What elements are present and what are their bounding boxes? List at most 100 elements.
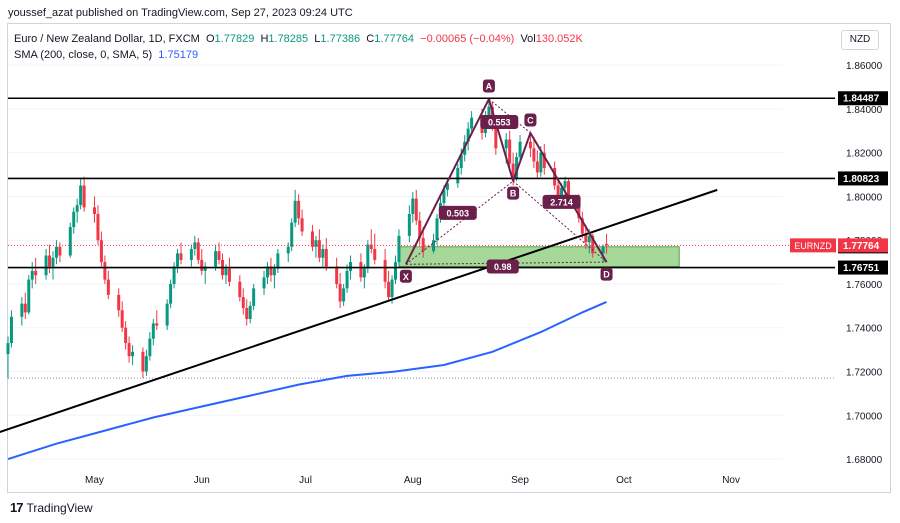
x-tick-label: Jun: [194, 475, 210, 486]
candle-body: [601, 246, 605, 254]
symbol-tag-box: [790, 238, 836, 253]
candle-body: [342, 288, 346, 302]
high-value: 1.78285: [268, 33, 309, 45]
pattern-point-label: B: [510, 189, 517, 199]
footer-brand: 17 TradingView: [10, 500, 93, 515]
open-value: 1.77829: [214, 33, 255, 45]
candle-body: [248, 305, 252, 319]
candle-body: [23, 303, 27, 313]
level-price-label: 1.84487: [843, 94, 880, 105]
candle-body: [34, 270, 38, 276]
candle-body: [148, 338, 152, 357]
ratio-label: 0.98: [494, 262, 512, 272]
candle-body: [58, 246, 62, 256]
candle-body: [591, 235, 595, 254]
high-label: H: [260, 33, 269, 45]
candle-body: [269, 266, 273, 276]
candle-body: [414, 198, 418, 221]
candle-body: [151, 323, 155, 339]
candle-body: [44, 255, 48, 276]
level-price-label: 1.80823: [843, 174, 880, 185]
x-tick-label: Sep: [511, 475, 529, 486]
currency-button[interactable]: NZD: [841, 30, 879, 50]
sma-label: SMA (200, close, 0, SMA, 5): [14, 49, 153, 61]
ratio-label: 0.553: [488, 118, 511, 128]
pattern-point-label: A: [486, 82, 493, 92]
candle-body: [535, 161, 539, 173]
ratio-label-box: [486, 259, 519, 274]
candle-body: [155, 323, 159, 326]
candle-body: [203, 266, 207, 271]
level-price-box: [838, 91, 888, 106]
harmonic-ratio-line: [512, 180, 607, 263]
trendline[interactable]: [0, 188, 718, 434]
candle-body: [508, 139, 512, 164]
x-tick-label: Oct: [616, 475, 632, 486]
candle-body: [542, 152, 546, 168]
y-tick-label: 1.70000: [846, 411, 883, 422]
volume-label: Vol: [520, 33, 536, 45]
candle-body: [48, 255, 52, 267]
candle-body: [297, 200, 301, 219]
candle-body: [238, 281, 242, 298]
candle-body: [245, 308, 249, 319]
symbol-tag-label: EURNZD: [794, 241, 832, 251]
candle-body: [418, 220, 422, 239]
candle-body: [54, 246, 58, 258]
candle-body: [359, 262, 363, 278]
candle-body: [470, 117, 474, 129]
pattern-point-box: [600, 267, 613, 281]
candle-body: [518, 141, 522, 158]
candle-body: [345, 270, 349, 289]
candle-body: [349, 262, 353, 271]
sma-200-line: [7, 300, 607, 461]
candle-body: [290, 222, 294, 247]
candle-body: [276, 253, 280, 269]
chart-frame: [7, 23, 891, 493]
candle-body: [366, 244, 370, 269]
candle-body: [369, 244, 373, 249]
x-tick-label: Jul: [299, 475, 312, 486]
candle-body: [120, 310, 124, 328]
sma-row[interactable]: SMA (200, close, 0, SMA, 5) 1.75179: [14, 47, 583, 63]
y-tick-label: 1.76000: [846, 280, 883, 291]
candle-body: [432, 240, 436, 252]
candle-body: [421, 238, 425, 252]
pattern-point-label: X: [403, 272, 409, 282]
candle-body: [196, 242, 200, 260]
candle-body: [317, 240, 321, 258]
ratio-label-box: [480, 115, 519, 130]
candle-body: [265, 266, 269, 278]
candle-body: [6, 343, 10, 355]
candle-body: [584, 233, 588, 243]
candle-body: [200, 259, 204, 271]
candle-body: [445, 183, 449, 190]
candle-body: [241, 297, 245, 309]
candle-body: [227, 268, 231, 282]
candle-body: [262, 277, 266, 289]
legend-panel: Euro / New Zealand Dollar, 1D, FXCM O1.7…: [14, 31, 583, 63]
candle-body: [68, 227, 72, 256]
candle-body: [324, 248, 328, 267]
tradingview-logo-icon: 17: [10, 500, 24, 515]
candle-body: [106, 279, 110, 295]
harmonic-leg: [404, 98, 490, 265]
close-label: C: [366, 33, 375, 45]
candle-body: [387, 281, 391, 298]
y-tick-label: 1.80000: [846, 192, 883, 203]
candle-body: [553, 167, 557, 186]
candle-body: [459, 154, 463, 168]
candle-body: [124, 327, 128, 344]
candle-body: [103, 262, 107, 280]
candle-body: [442, 189, 446, 204]
candle-body: [563, 181, 567, 188]
candle-body: [566, 181, 570, 204]
candle-body: [411, 198, 415, 214]
candle-body: [75, 205, 79, 212]
last-price-label: 1.77764: [843, 241, 880, 252]
candle-body: [169, 283, 173, 304]
candle-body: [577, 203, 581, 219]
candle-body: [189, 248, 193, 260]
harmonic-ratio-line: [405, 180, 514, 265]
